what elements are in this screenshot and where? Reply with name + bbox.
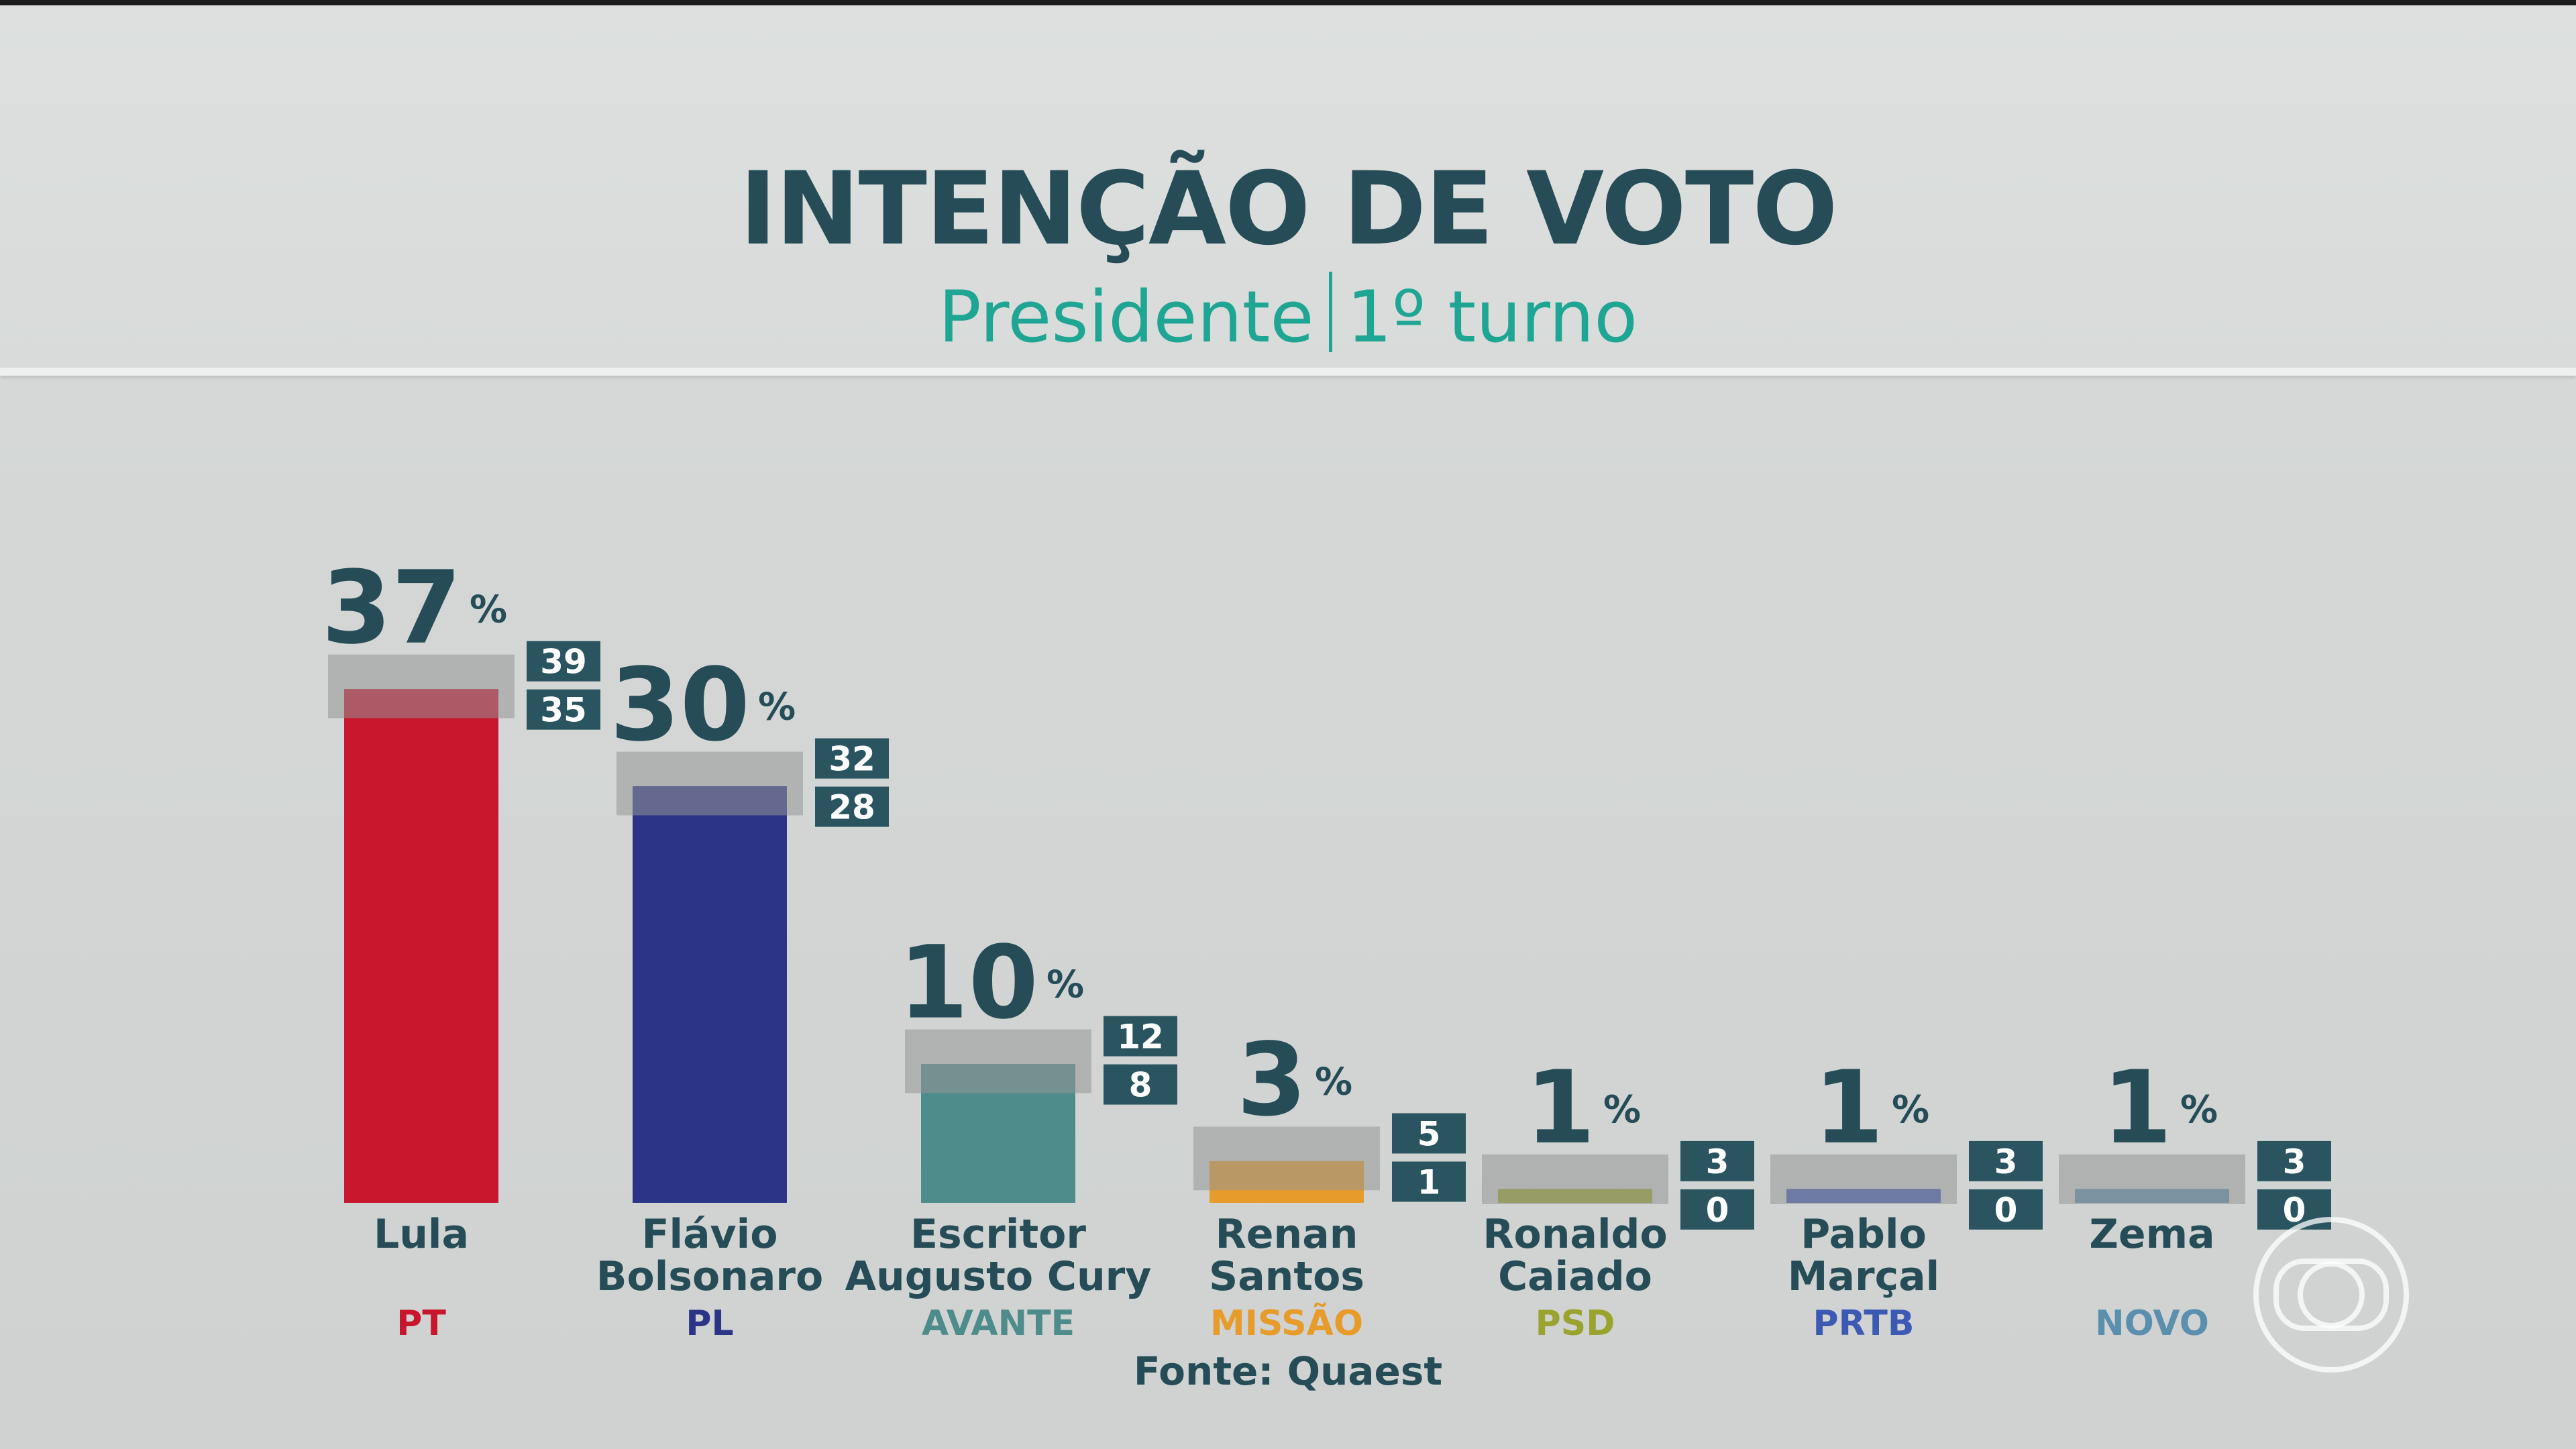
error-band-0 (328, 654, 515, 718)
candidate-name-3-1: Santos (1209, 1253, 1364, 1300)
candidate-name-5-1: Marçal (1788, 1253, 1939, 1300)
max-badge-1 (815, 738, 889, 779)
min-badge-3 (1392, 1161, 1466, 1202)
max-badge-text-4: 3 (1706, 1142, 1729, 1181)
max-badge-text-6: 3 (2283, 1142, 2306, 1181)
candidate-name-4-0: Ronaldo (1483, 1211, 1667, 1258)
party-label-6: NOVO (2095, 1303, 2209, 1344)
source-note: Fonte: Quaest (1133, 1348, 1443, 1394)
candidate-name-1-0: Flávio (642, 1211, 778, 1258)
min-badge-text-3: 1 (1417, 1163, 1441, 1202)
value-label-6: 1 (2102, 1050, 2172, 1167)
min-badge-5 (1969, 1189, 2043, 1230)
unit-label-6: % (2180, 1088, 2218, 1132)
min-badge-text-0: 35 (540, 691, 587, 730)
candidate-name-2-0: Escritor (910, 1211, 1086, 1258)
unit-label-5: % (1892, 1088, 1929, 1132)
error-band-2 (905, 1029, 1091, 1093)
candidate-name-6-0: Zema (2089, 1211, 2214, 1258)
party-label-4: PSD (1536, 1303, 1615, 1344)
min-badge-text-4: 0 (1706, 1191, 1729, 1230)
unit-label-0: % (470, 588, 507, 632)
bar-1 (633, 786, 787, 1203)
min-badge-text-5: 0 (1994, 1191, 2018, 1230)
value-label-0: 37 (321, 550, 462, 667)
error-band-4 (1482, 1154, 1668, 1204)
subtitle-office: Presidente (938, 276, 1314, 358)
value-label-3: 3 (1237, 1022, 1307, 1139)
header-divider (0, 368, 2576, 376)
candidate-name-5-0: Pablo (1801, 1211, 1927, 1258)
globo-logo-icon (2253, 1217, 2409, 1373)
candidate-name-4-1: Caiado (1498, 1253, 1652, 1300)
min-badge-text-1: 28 (828, 788, 875, 827)
subtitle-round: 1º turno (1346, 276, 1638, 358)
value-label-4: 1 (1525, 1050, 1595, 1167)
chart-title: INTENÇÃO DE VOTO (739, 151, 1838, 268)
max-badge-6 (2257, 1140, 2331, 1181)
min-badge-4 (1680, 1189, 1754, 1230)
max-badge-3 (1392, 1113, 1466, 1154)
party-label-2: AVANTE (922, 1303, 1075, 1344)
min-badge-text-2: 8 (1129, 1066, 1152, 1105)
chart-subtitle: Presidente 1º turno (0, 272, 2576, 358)
min-badge-2 (1104, 1064, 1177, 1105)
party-label-0: PT (396, 1303, 446, 1344)
error-band-5 (1770, 1154, 1957, 1204)
candidate-name-2-1: Augusto Cury (845, 1253, 1152, 1300)
candidate-name-0-0: Lula (374, 1211, 469, 1258)
max-badge-text-0: 39 (540, 643, 587, 682)
min-badge-1 (815, 786, 889, 827)
error-band-3 (1193, 1126, 1380, 1191)
party-label-3: MISSÃO (1210, 1303, 1363, 1344)
subtitle-separator (1328, 272, 1332, 352)
min-badge-0 (527, 689, 600, 730)
max-badge-text-2: 12 (1117, 1018, 1164, 1057)
unit-label-4: % (1603, 1088, 1641, 1132)
error-band-6 (2059, 1154, 2245, 1204)
value-label-2: 10 (898, 925, 1038, 1042)
unit-label-2: % (1046, 963, 1084, 1007)
max-badge-0 (527, 641, 600, 682)
max-badge-4 (1680, 1140, 1754, 1181)
max-badge-text-1: 32 (828, 740, 875, 779)
unit-label-1: % (758, 686, 796, 729)
bar-0 (344, 689, 498, 1203)
max-badge-5 (1969, 1140, 2043, 1181)
max-badge-text-3: 5 (1417, 1115, 1441, 1154)
candidate-name-3-0: Renan (1216, 1211, 1358, 1258)
unit-label-3: % (1315, 1061, 1352, 1104)
party-label-1: PL (686, 1303, 733, 1344)
value-label-1: 30 (610, 647, 750, 764)
top-border (0, 0, 2576, 5)
candidate-name-1-1: Bolsonaro (596, 1253, 823, 1300)
max-badge-text-5: 3 (1994, 1142, 2018, 1181)
max-badge-2 (1104, 1016, 1177, 1057)
header-panel (0, 5, 2576, 368)
party-label-5: PRTB (1813, 1303, 1915, 1344)
value-label-5: 1 (1814, 1050, 1884, 1167)
error-band-1 (616, 751, 803, 816)
